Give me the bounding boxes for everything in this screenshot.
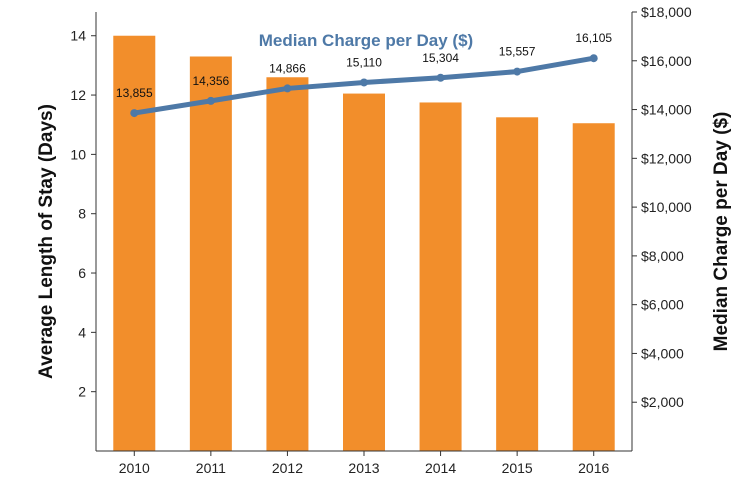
x-tick-label: 2012 (272, 460, 303, 476)
bar-2016 (572, 123, 615, 452)
line-point-2015 (513, 67, 522, 76)
line-series-layer: 13,855 14,356 14,866 15,110 15,304 15,557 16,1… (116, 31, 612, 118)
bar-2013 (343, 93, 385, 451)
left-tick-label: 4 (78, 324, 86, 340)
data-label-2016: 16,105 (575, 31, 612, 45)
bars-layer (113, 35, 615, 452)
data-label-2015: 15,557 (499, 45, 536, 59)
right-tick-label: $12,000 (641, 150, 692, 166)
left-tick-label: 14 (70, 28, 86, 44)
right-axis-ticks: $2,000 $4,000 $6,000 $8,000 $10,000 $12,000 $1… (632, 4, 692, 410)
line-point-2011 (206, 96, 215, 105)
line-point-2010 (130, 109, 139, 118)
right-tick-label: $14,000 (641, 102, 692, 118)
right-tick-label: $10,000 (641, 199, 692, 215)
right-axis-title: Median Charge per Day ($) (711, 112, 732, 352)
line-point-2013 (360, 78, 368, 87)
x-axis-ticks: 2010 2011 2012 2013 2014 2015 2016 (119, 451, 609, 476)
line-point-2014 (436, 73, 445, 82)
bar-2011 (189, 56, 232, 451)
right-tick-label: $8,000 (641, 248, 684, 264)
left-tick-label: 8 (78, 206, 86, 222)
right-tick-label: $6,000 (641, 297, 684, 313)
data-label-2012: 14,866 (269, 61, 306, 75)
x-tick-label: 2015 (502, 460, 533, 476)
left-tick-label: 6 (78, 265, 86, 281)
line-series-title: Median Charge per Day ($) (259, 31, 473, 50)
x-tick-label: 2014 (425, 460, 456, 476)
data-label-2011: 14,356 (193, 74, 230, 88)
bar-2015 (496, 117, 539, 452)
left-tick-label: 12 (70, 87, 86, 103)
x-tick-label: 2011 (196, 460, 226, 476)
bar-2010 (113, 35, 156, 451)
data-label-2010: 13,855 (116, 86, 153, 100)
x-tick-label: 2013 (348, 460, 379, 476)
x-tick-label: 2016 (578, 460, 609, 476)
bar-2014 (419, 102, 462, 451)
right-tick-label: $2,000 (641, 394, 684, 410)
right-tick-label: $18,000 (641, 4, 692, 20)
line-point-2016 (589, 54, 598, 63)
left-axis-title: Average Length of Stay (Days) (36, 104, 57, 379)
data-label-2013: 15,110 (346, 55, 382, 69)
left-axis-ticks: 2 4 6 8 10 12 14 (70, 28, 96, 400)
right-tick-label: $4,000 (641, 345, 684, 361)
left-tick-label: 10 (70, 146, 86, 162)
left-tick-label: 2 (78, 384, 86, 400)
x-tick-label: 2010 (119, 460, 150, 476)
right-tick-label: $16,000 (641, 53, 692, 69)
line-point-2012 (283, 84, 292, 93)
data-label-2014: 15,304 (422, 51, 459, 65)
bar-2012 (266, 77, 309, 451)
